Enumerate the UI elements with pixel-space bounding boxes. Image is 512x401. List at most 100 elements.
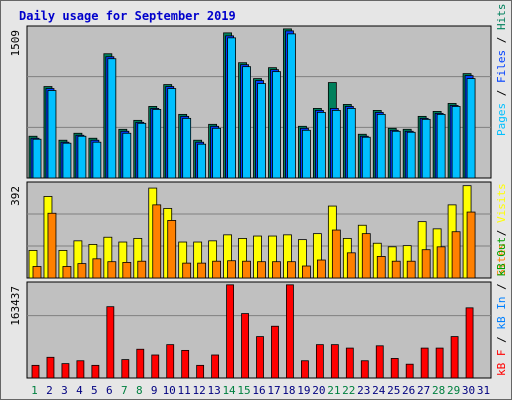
- bar-sites-day-17: [272, 261, 281, 279]
- bar-kbf-day-27: [420, 347, 429, 379]
- bar-pages-day-17: [272, 71, 281, 179]
- bar-sites-day-29: [451, 231, 461, 279]
- bar-sites-day-28: [436, 246, 446, 279]
- x-tick-label-25: 25: [387, 384, 400, 397]
- bar-pages-day-16: [257, 83, 266, 179]
- bar-pages-day-22: [346, 108, 356, 179]
- bar-pages-day-13: [212, 127, 222, 179]
- bar-sites-day-9: [152, 204, 162, 279]
- bar-pages-day-4: [77, 135, 87, 179]
- bar-kbf-day-1: [31, 364, 40, 379]
- bar-sites-day-7: [122, 262, 132, 279]
- bar-kbf-day-10: [166, 344, 175, 379]
- bar-pages-day-6: [107, 58, 117, 179]
- bar-kbf-day-12: [196, 364, 205, 379]
- legend-separator: /: [495, 330, 508, 350]
- x-tick-label-12: 12: [193, 384, 206, 397]
- x-tick-label-14: 14: [222, 384, 236, 397]
- bar-pages-day-19: [302, 129, 311, 179]
- legend-group: Pages / Files / Hits: [495, 4, 508, 137]
- bar-kbf-day-8: [136, 348, 145, 379]
- x-tick-label-1: 1: [31, 384, 38, 397]
- legend-separator: /: [495, 277, 508, 297]
- bar-kbf-day-2: [46, 356, 55, 379]
- bar-pages-day-10: [167, 88, 177, 179]
- legend-visits: Visits: [495, 183, 508, 223]
- bar-pages-day-1: [32, 138, 42, 179]
- bar-pages-day-29: [451, 106, 461, 179]
- bar-kbf-day-26: [405, 363, 414, 379]
- bar-sites-day-1: [32, 266, 42, 279]
- x-tick-label-17: 17: [267, 384, 280, 397]
- x-tick-label-7: 7: [121, 384, 128, 397]
- bar-pages-day-7: [122, 132, 132, 179]
- x-tick-label-28: 28: [432, 384, 445, 397]
- legend-separator: /: [495, 223, 508, 243]
- bar-pages-day-24: [376, 113, 386, 179]
- legend-kbout: kB Out: [495, 237, 508, 277]
- legend-separator: /: [495, 30, 508, 50]
- bar-pages-day-30: [466, 78, 476, 179]
- bar-sites-day-10: [167, 220, 177, 279]
- bar-sites-day-22: [346, 252, 356, 279]
- bar-pages-day-2: [47, 90, 57, 179]
- bar-sites-day-2: [47, 212, 57, 279]
- bar-sites-day-23: [361, 233, 371, 279]
- bar-sites-day-5: [92, 258, 102, 279]
- bar-sites-day-11: [182, 262, 192, 279]
- bar-pages-day-3: [62, 142, 72, 179]
- bar-sites-day-8: [137, 260, 147, 279]
- bar-sites-day-13: [212, 260, 222, 279]
- bar-kbf-day-23: [360, 360, 369, 379]
- bar-pages-day-18: [287, 33, 296, 179]
- bar-pages-day-21: [331, 110, 341, 179]
- x-tick-label-31: 31: [477, 384, 490, 397]
- x-tick-label-8: 8: [136, 384, 143, 397]
- bar-kbf-day-16: [256, 336, 264, 379]
- bar-sites-day-26: [406, 260, 416, 279]
- y-max-label: 392: [9, 186, 22, 206]
- bar-pages-day-26: [406, 131, 416, 179]
- bar-kbf-day-30: [465, 307, 474, 379]
- x-tick-label-6: 6: [106, 384, 113, 397]
- x-tick-label-18: 18: [282, 384, 295, 397]
- bar-kbf-day-19: [301, 360, 309, 379]
- bar-sites-day-12: [197, 262, 207, 279]
- bar-kbf-day-22: [345, 347, 354, 379]
- bar-sites-day-19: [302, 265, 311, 279]
- bar-sites-day-6: [107, 261, 117, 279]
- x-tick-label-30: 30: [462, 384, 475, 397]
- bar-kbf-day-6: [106, 306, 115, 379]
- x-tick-label-22: 22: [342, 384, 355, 397]
- x-tick-label-23: 23: [357, 384, 370, 397]
- bar-kbf-day-25: [390, 358, 399, 379]
- x-tick-label-21: 21: [327, 384, 340, 397]
- bar-kbf-day-7: [121, 359, 130, 379]
- bar-sites-day-24: [376, 256, 386, 279]
- x-tick-label-4: 4: [76, 384, 83, 397]
- bar-kbf-day-11: [181, 349, 190, 379]
- bar-kbf-day-3: [61, 363, 70, 379]
- bar-pages-day-11: [182, 117, 192, 179]
- legend-separator: /: [495, 83, 508, 103]
- legend-group: kB F / kB In / kB Out: [495, 237, 508, 376]
- bar-sites-day-4: [77, 263, 87, 279]
- x-tick-label-19: 19: [297, 384, 310, 397]
- bar-pages-day-25: [391, 130, 401, 179]
- y-max-label: 1509: [9, 30, 22, 57]
- bar-sites-day-25: [391, 260, 401, 279]
- x-tick-label-26: 26: [402, 384, 415, 397]
- chart-title: Daily usage for September 2019: [19, 9, 236, 23]
- bar-kbf-day-18: [286, 284, 294, 379]
- legend-kbf: kB F: [495, 350, 508, 377]
- bar-kbf-day-5: [91, 364, 100, 379]
- bar-pages-day-12: [197, 143, 207, 179]
- bar-kbf-day-24: [375, 345, 384, 379]
- bar-pages-day-9: [152, 109, 162, 179]
- legend-sites: Sites: [495, 243, 508, 276]
- bar-sites-day-21: [331, 229, 341, 279]
- bar-pages-day-27: [421, 118, 431, 179]
- legend-hits: Hits: [495, 4, 508, 31]
- bar-sites-day-15: [242, 260, 251, 279]
- bar-pages-day-15: [242, 66, 251, 179]
